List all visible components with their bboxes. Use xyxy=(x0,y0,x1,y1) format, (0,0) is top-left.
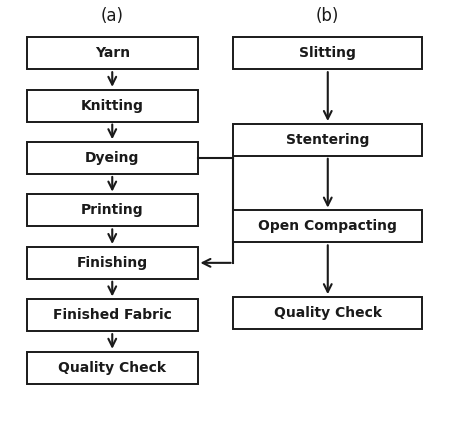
FancyBboxPatch shape xyxy=(27,352,198,384)
FancyBboxPatch shape xyxy=(27,37,198,69)
Text: (a): (a) xyxy=(101,7,124,24)
Text: Knitting: Knitting xyxy=(81,99,144,113)
FancyBboxPatch shape xyxy=(27,194,198,226)
Text: Slitting: Slitting xyxy=(299,46,356,60)
Text: Stentering: Stentering xyxy=(286,133,370,147)
FancyBboxPatch shape xyxy=(233,297,422,329)
Text: Quality Check: Quality Check xyxy=(274,306,382,320)
FancyBboxPatch shape xyxy=(233,124,422,156)
Text: Open Compacting: Open Compacting xyxy=(258,219,397,234)
FancyBboxPatch shape xyxy=(27,142,198,174)
FancyBboxPatch shape xyxy=(27,299,198,331)
FancyBboxPatch shape xyxy=(233,210,422,242)
Text: (b): (b) xyxy=(316,7,339,24)
Text: Yarn: Yarn xyxy=(95,46,130,60)
FancyBboxPatch shape xyxy=(233,37,422,69)
Text: Finished Fabric: Finished Fabric xyxy=(53,308,172,322)
FancyBboxPatch shape xyxy=(27,90,198,122)
Text: Quality Check: Quality Check xyxy=(58,361,166,375)
Text: Finishing: Finishing xyxy=(77,256,148,270)
Text: Printing: Printing xyxy=(81,203,144,218)
Text: Dyeing: Dyeing xyxy=(85,151,140,165)
FancyBboxPatch shape xyxy=(27,247,198,279)
